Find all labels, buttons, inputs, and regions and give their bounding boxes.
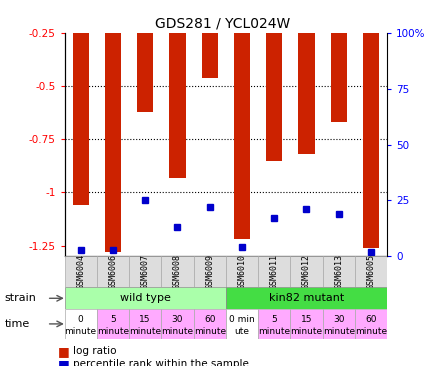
Bar: [202, 33, 218, 78]
FancyBboxPatch shape: [258, 256, 291, 287]
Text: 15: 15: [301, 315, 312, 324]
FancyBboxPatch shape: [226, 287, 387, 309]
Text: time: time: [4, 319, 30, 329]
Text: wild type: wild type: [120, 293, 170, 303]
Text: GDS281 / YCL024W: GDS281 / YCL024W: [155, 16, 290, 30]
Text: 0: 0: [78, 315, 84, 324]
Text: minute: minute: [129, 327, 161, 336]
Text: 30: 30: [333, 315, 344, 324]
FancyBboxPatch shape: [258, 309, 291, 339]
Text: 60: 60: [204, 315, 215, 324]
FancyBboxPatch shape: [162, 256, 194, 287]
Text: minute: minute: [162, 327, 194, 336]
Text: ■: ■: [58, 345, 69, 358]
Text: log ratio: log ratio: [73, 346, 117, 356]
FancyBboxPatch shape: [355, 256, 387, 287]
FancyBboxPatch shape: [291, 256, 323, 287]
Text: GSM6007: GSM6007: [141, 254, 150, 289]
Text: GSM6005: GSM6005: [367, 254, 376, 289]
FancyBboxPatch shape: [355, 309, 387, 339]
Text: GSM6009: GSM6009: [205, 254, 214, 289]
Bar: [266, 33, 282, 161]
Bar: [299, 33, 315, 154]
FancyBboxPatch shape: [291, 309, 323, 339]
FancyBboxPatch shape: [129, 309, 162, 339]
Text: 60: 60: [365, 315, 377, 324]
Text: 5: 5: [110, 315, 116, 324]
Bar: [363, 33, 379, 248]
FancyBboxPatch shape: [97, 256, 129, 287]
Text: strain: strain: [4, 293, 36, 303]
Text: GSM6004: GSM6004: [76, 254, 85, 289]
FancyBboxPatch shape: [323, 256, 355, 287]
Text: 0 min: 0 min: [229, 315, 255, 324]
Text: GSM6011: GSM6011: [270, 254, 279, 289]
Text: percentile rank within the sample: percentile rank within the sample: [73, 359, 249, 366]
FancyBboxPatch shape: [194, 256, 226, 287]
Text: ■: ■: [58, 358, 69, 366]
FancyBboxPatch shape: [97, 309, 129, 339]
Text: GSM6013: GSM6013: [334, 254, 343, 289]
FancyBboxPatch shape: [65, 256, 97, 287]
Text: kin82 mutant: kin82 mutant: [269, 293, 344, 303]
Text: 30: 30: [172, 315, 183, 324]
FancyBboxPatch shape: [226, 256, 258, 287]
FancyBboxPatch shape: [226, 309, 258, 339]
Text: minute: minute: [194, 327, 226, 336]
FancyBboxPatch shape: [162, 309, 194, 339]
FancyBboxPatch shape: [129, 256, 162, 287]
Bar: [331, 33, 347, 122]
Text: minute: minute: [258, 327, 290, 336]
Text: minute: minute: [355, 327, 387, 336]
Bar: [234, 33, 250, 239]
FancyBboxPatch shape: [194, 309, 226, 339]
FancyBboxPatch shape: [323, 309, 355, 339]
Text: ute: ute: [235, 327, 250, 336]
Text: minute: minute: [323, 327, 355, 336]
Text: GSM6010: GSM6010: [238, 254, 247, 289]
Text: minute: minute: [97, 327, 129, 336]
Text: GSM6012: GSM6012: [302, 254, 311, 289]
Text: GSM6006: GSM6006: [109, 254, 117, 289]
Bar: [170, 33, 186, 178]
Text: 15: 15: [139, 315, 151, 324]
Bar: [137, 33, 153, 112]
Bar: [105, 33, 121, 252]
FancyBboxPatch shape: [65, 309, 97, 339]
FancyBboxPatch shape: [65, 287, 226, 309]
Text: minute: minute: [65, 327, 97, 336]
Text: 5: 5: [271, 315, 277, 324]
Text: minute: minute: [291, 327, 323, 336]
Text: GSM6008: GSM6008: [173, 254, 182, 289]
Bar: [73, 33, 89, 205]
